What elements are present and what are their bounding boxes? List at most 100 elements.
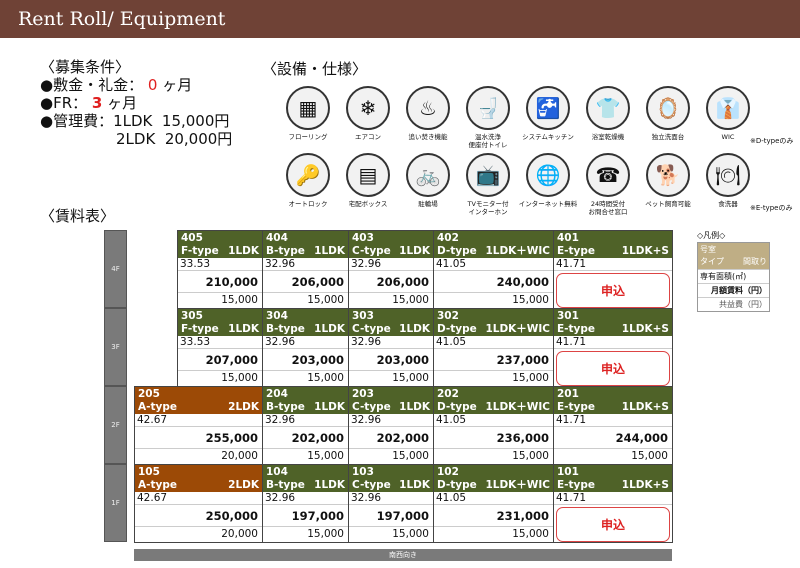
equipment-label: オートロック (288, 200, 328, 208)
unit-type: C-type (352, 244, 391, 257)
common-fee: 20,000 (221, 528, 258, 540)
unit-type: B-type (266, 244, 305, 257)
equipment-label: 温水洗浄 便座付トイレ (468, 133, 508, 149)
unit-cell-204: 204 B-type 1LDK 32.96 202,000 15,000 (262, 386, 349, 465)
monthly-rent: 240,000 (434, 271, 553, 293)
c-desk-icon: ☎ (586, 153, 630, 197)
unit-cell-403: 403 C-type 1LDK 32.96 206,000 15,000 (348, 230, 434, 309)
unit-cell-404: 404 B-type 1LDK 32.96 206,000 15,000 (262, 230, 349, 309)
equipment-label: 追い焚き機能 (408, 133, 448, 141)
room-number: 203 (352, 388, 374, 400)
bathroom-dryer-icon: 👕 (586, 86, 630, 130)
equipment-label: システムキッチン (522, 133, 574, 141)
equipment-item: 🍽 食洗器 ※E-typeのみ (698, 153, 792, 212)
unit-layout: 2LDK (228, 400, 259, 413)
unit-layout: 1LDK (314, 244, 345, 257)
unit-layout: 1LDK＋WIC (485, 478, 550, 491)
deposit-unit: ヶ月 (162, 76, 193, 94)
equipment-item: 👔 WIC ※D-typeのみ (698, 86, 793, 145)
equipment-item: ▤ 宅配ボックス (338, 153, 398, 208)
unit-area: 41.71 (554, 336, 672, 349)
equipment-item: 🚽 温水洗浄 便座付トイレ (458, 86, 518, 149)
common-fee: 15,000 (631, 450, 668, 462)
unit-layout: 1LDK＋WIC (485, 322, 550, 335)
unit-layout: 2LDK (228, 478, 259, 491)
unit-area: 42.67 (135, 492, 262, 505)
unit-layout: 1LDK＋WIC (485, 400, 550, 413)
unit-type: D-type (437, 244, 477, 257)
room-number: 401 (557, 232, 579, 244)
equipment-item: ▦ フローリング (278, 86, 338, 141)
common-fee: 15,000 (221, 294, 258, 306)
common-fee: 15,000 (512, 372, 549, 384)
equipment-item: 🌐 インターネット無料 (518, 153, 578, 208)
equipment-label: インターネット無料 (518, 200, 578, 208)
unit-header: 404 B-type 1LDK (263, 231, 348, 258)
equipment-item: 📺 TVモニター付 インターホン (458, 153, 518, 216)
room-number: 204 (266, 388, 288, 400)
unit-type: F-type (181, 244, 219, 257)
apply-button[interactable]: 申込 (556, 507, 670, 542)
unit-header: 202 D-type 1LDK＋WIC (434, 387, 553, 414)
legend-room: 号室 (700, 245, 716, 254)
unit-area: 32.96 (349, 492, 433, 505)
unit-cell-405: 405 F-type 1LDK 33.53 210,000 15,000 (177, 230, 263, 309)
equipment-item: 🪞 独立洗面台 (638, 86, 698, 141)
tv-intercom-icon: 📺 (466, 153, 510, 197)
legend: ◇凡例◇ 号室 タイプ 間取り 専有面積(㎡) 月額賃料（円） 共益費（円） (697, 230, 770, 312)
deposit-value: 0 (147, 76, 158, 94)
common-fee: 15,000 (392, 450, 429, 462)
equipment-heading: 〈設備・仕様〉 (262, 60, 368, 78)
unit-header: 305 F-type 1LDK (178, 309, 262, 336)
common-fee: 15,000 (392, 528, 429, 540)
unit-cell-102: 102 D-type 1LDK＋WIC 41.05 231,000 15,000 (433, 464, 554, 543)
unit-type: C-type (352, 322, 391, 335)
equipment-item: ♨ 追い焚き機能 (398, 86, 458, 141)
apply-button[interactable]: 申込 (556, 273, 670, 308)
monthly-rent: 236,000 (434, 427, 553, 449)
monthly-rent: 197,000 (263, 505, 348, 527)
unit-area: 33.53 (178, 336, 262, 349)
unit-area: 41.05 (434, 258, 553, 271)
unit-cell-305: 305 F-type 1LDK 33.53 207,000 15,000 (177, 308, 263, 387)
unit-type: F-type (181, 322, 219, 335)
flooring-icon: ▦ (286, 86, 330, 130)
legend-common: 共益費（円） (698, 297, 769, 311)
equipment-label: フローリング (288, 133, 328, 141)
apply-button[interactable]: 申込 (556, 351, 670, 386)
unit-header: 303 C-type 1LDK (349, 309, 433, 336)
unit-header: 302 D-type 1LDK＋WIC (434, 309, 553, 336)
unit-layout: 1LDK (399, 400, 430, 413)
unit-cell-301: 301 E-type 1LDK+S 41.71 申込 (553, 308, 673, 387)
room-number: 402 (437, 232, 459, 244)
equipment-item: 🐕 ペット飼育可能 (638, 153, 698, 208)
room-number: 202 (437, 388, 459, 400)
unit-type: C-type (352, 478, 391, 491)
room-number: 205 (138, 388, 160, 400)
common-fee: 15,000 (512, 528, 549, 540)
rent-table-heading: 〈賃料表〉 (40, 207, 116, 225)
unit-header: 201 E-type 1LDK+S (554, 387, 672, 414)
fr-label: ●FR： (40, 94, 88, 112)
common-fee: 15,000 (512, 294, 549, 306)
management-fee-1ldk: ●管理費：1LDK 15,000円 (40, 112, 230, 130)
unit-header: 102 D-type 1LDK＋WIC (434, 465, 553, 492)
unit-header: 101 E-type 1LDK+S (554, 465, 672, 492)
equipment-item: 🚲 駐輪場 (398, 153, 458, 208)
equipment-label: 宅配ボックス (348, 200, 388, 208)
common-fee: 15,000 (221, 372, 258, 384)
equipment-item: 🔑 オートロック (278, 153, 338, 208)
unit-type: D-type (437, 478, 477, 491)
orientation-bar: 南西向き (134, 549, 672, 561)
room-number: 102 (437, 466, 459, 478)
unit-area: 32.96 (263, 414, 348, 427)
common-fee: 20,000 (221, 450, 258, 462)
unit-type: B-type (266, 400, 305, 413)
unit-area: 41.71 (554, 258, 672, 271)
unit-area: 42.67 (135, 414, 262, 427)
monthly-rent: 206,000 (349, 271, 433, 293)
floor-label: 3F (104, 308, 127, 386)
monthly-rent: 250,000 (135, 505, 262, 527)
monthly-rent: 206,000 (263, 271, 348, 293)
dishwasher-icon: 🍽 (706, 153, 750, 197)
